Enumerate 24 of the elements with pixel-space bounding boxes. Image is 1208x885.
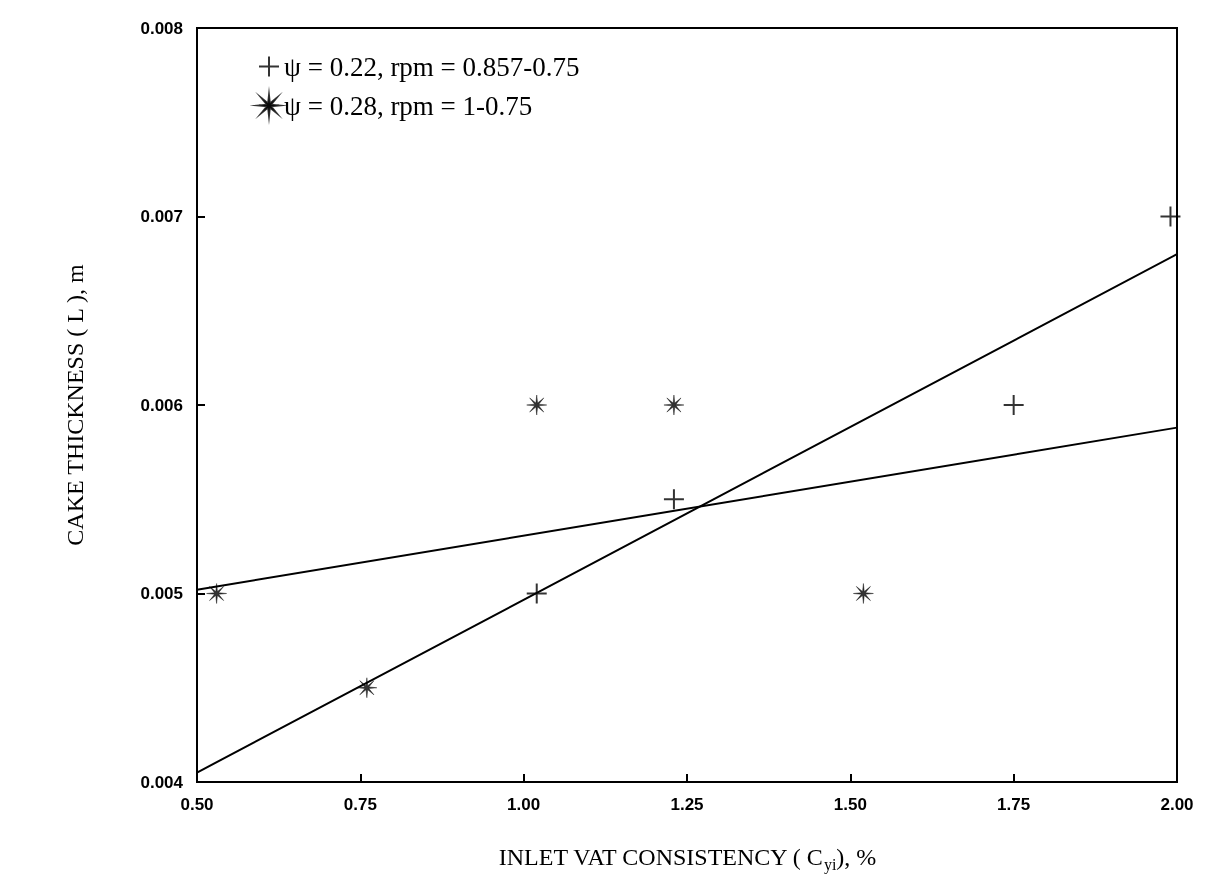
x-tick-label: 1.75 <box>997 795 1031 814</box>
x-tick-label: 1.00 <box>507 795 541 814</box>
legend-label: ψ = 0.28, rpm = 1-0.75 <box>284 90 533 121</box>
legend-label: ψ = 0.22, rpm = 0.857-0.75 <box>284 51 580 82</box>
point <box>526 394 547 416</box>
point <box>662 488 685 511</box>
point <box>525 582 548 605</box>
y-tick-label: 0.005 <box>140 584 183 603</box>
point <box>853 583 874 604</box>
x-tick-label: 0.50 <box>180 795 214 814</box>
y-tick-label: 0.006 <box>140 395 183 415</box>
x-tick-label: 0.75 <box>343 795 377 814</box>
y-axis-title: CAKE THICKNESS ( L ), m <box>62 264 88 546</box>
point <box>356 677 378 698</box>
y-tick-label: 0.008 <box>140 18 183 38</box>
x-tick-label: 1.25 <box>670 795 704 814</box>
y-tick-label: 0.004 <box>140 772 184 792</box>
x-tick-label: 2.00 <box>1160 795 1194 814</box>
x-tick-label: 1.50 <box>833 795 867 814</box>
point <box>1159 205 1182 228</box>
point <box>1002 394 1025 416</box>
point <box>206 583 227 604</box>
y-tick-label: 0.007 <box>140 207 183 226</box>
point <box>663 394 685 416</box>
